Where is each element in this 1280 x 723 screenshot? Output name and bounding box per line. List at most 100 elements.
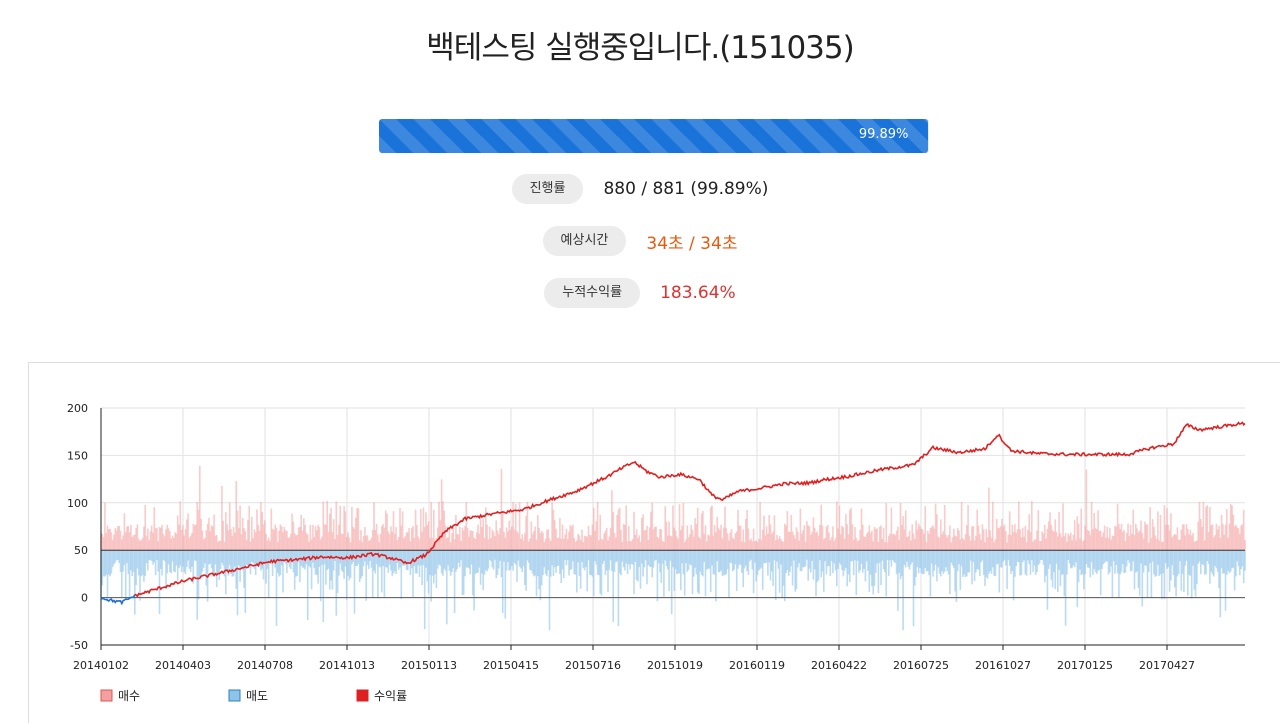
sell-bar [1215, 550, 1218, 569]
buy-bar [977, 525, 980, 551]
sell-bar [943, 550, 946, 572]
buy-bar [351, 506, 353, 551]
sell-bar [509, 550, 512, 571]
buy-bar [889, 533, 891, 551]
buy-bar [691, 529, 694, 551]
x-tick-label: 20140708 [237, 659, 293, 672]
sell-bar [832, 550, 834, 574]
sell-bar [378, 550, 381, 567]
sell-bar [1021, 550, 1024, 563]
sell-bar [327, 550, 330, 569]
sell-bar [768, 550, 771, 563]
buy-bar [1142, 538, 1145, 551]
buy-bar [390, 526, 392, 551]
sell-bar [1134, 550, 1137, 573]
sell-bar [275, 550, 278, 626]
buy-bar [819, 524, 821, 551]
buy-bar [962, 538, 964, 551]
sell-bar [561, 550, 564, 570]
buy-bar [518, 502, 521, 551]
sell-bar [1020, 550, 1023, 575]
sell-bar [939, 550, 942, 577]
sell-bar [643, 550, 646, 568]
buy-bar [717, 527, 720, 551]
sell-bar [133, 550, 136, 615]
buy-bar [200, 518, 202, 551]
sell-bar [769, 550, 772, 581]
buy-bar [800, 533, 803, 551]
sell-bar [455, 550, 457, 572]
buy-bar [911, 524, 914, 551]
sell-bar [549, 550, 552, 577]
buy-bar [1141, 532, 1144, 551]
buy-bar [482, 518, 485, 551]
buy-bar [869, 532, 872, 551]
buy-bar [954, 535, 956, 551]
sell-bar [887, 550, 890, 576]
sell-bar [741, 550, 743, 573]
buy-bar [165, 529, 167, 551]
sell-bar [204, 550, 206, 564]
buy-bar [705, 541, 708, 551]
buy-bar [830, 537, 833, 551]
buy-bar [369, 540, 371, 551]
sell-bar [884, 550, 886, 573]
buy-bar [768, 514, 771, 551]
buy-bar [269, 540, 271, 551]
sell-bar [1041, 550, 1044, 561]
sell-bar [384, 550, 387, 568]
buy-bar [241, 517, 244, 551]
sell-bar [1066, 550, 1068, 575]
buy-bar [772, 531, 774, 551]
page-title: 백테스팅 실행중입니다.(151035) [426, 30, 854, 66]
sell-bar [607, 550, 609, 593]
sell-bar [231, 550, 234, 577]
sell-bar [167, 550, 170, 565]
buy-bar [313, 537, 316, 551]
buy-bar [761, 529, 764, 551]
buy-bar [795, 527, 798, 551]
sell-bar [894, 550, 897, 563]
buy-bar [172, 537, 175, 551]
sell-bar [270, 550, 273, 565]
sell-bar [644, 550, 647, 561]
sell-bar [816, 550, 819, 583]
sell-bar [299, 550, 301, 583]
sell-bar [798, 550, 800, 564]
sell-bar [807, 550, 810, 581]
sell-bar [1080, 550, 1083, 576]
sell-bar [820, 550, 823, 578]
buy-bar [1212, 537, 1215, 551]
sell-bar [555, 550, 557, 573]
sell-bar [334, 550, 336, 562]
buy-bar [813, 527, 816, 551]
buy-bar [326, 500, 329, 551]
buy-bar [767, 533, 769, 551]
sell-bar [574, 550, 577, 575]
buy-bar [228, 502, 231, 551]
sell-bar [440, 550, 443, 574]
sell-bar [438, 550, 440, 565]
sell-bar [482, 550, 485, 591]
sell-bar [375, 550, 378, 565]
sell-bar [1112, 550, 1115, 562]
buy-bar [426, 525, 429, 551]
buy-bar [1047, 521, 1050, 551]
sell-bar [1102, 550, 1105, 565]
buy-bar [835, 501, 838, 551]
buy-bar [725, 528, 728, 551]
sell-bar [343, 550, 345, 579]
sell-bar [1101, 550, 1103, 569]
buy-bar [881, 539, 884, 551]
sell-bar [967, 550, 969, 573]
sell-bar [1123, 550, 1125, 574]
buy-bar [1066, 541, 1068, 551]
buy-bar [1016, 529, 1019, 551]
sell-bar [484, 550, 487, 571]
buy-bar [1123, 529, 1125, 551]
buy-bar [111, 540, 114, 551]
buy-bar [1241, 524, 1244, 551]
sell-bar [419, 550, 422, 566]
buy-bar [956, 528, 959, 551]
